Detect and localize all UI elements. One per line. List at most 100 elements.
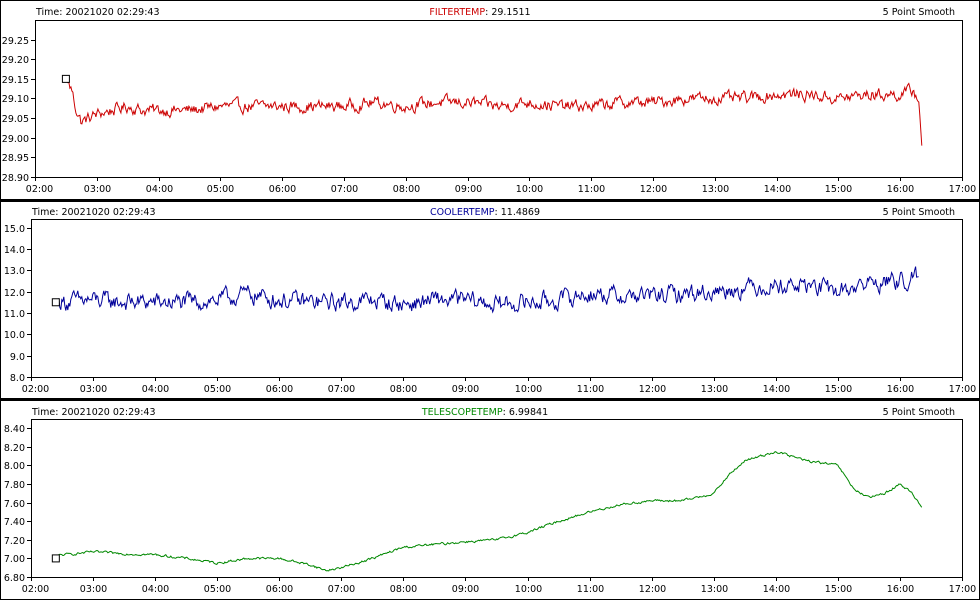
chart-panel-1: Time: 20021020 02:29:43 FILTERTEMP: 29.15…: [2, 7, 976, 195]
series-title: COOLERTEMP: 11.4869: [430, 207, 540, 218]
x-tick-label: 07:00: [328, 584, 355, 595]
panel-separator: [0, 398, 980, 401]
x-tick-label: 07:00: [328, 384, 355, 395]
x-tick-label: 02:00: [22, 384, 49, 395]
time-label: Time: 20021020 02:29:43: [31, 407, 156, 418]
y-tick-label: 7.40: [4, 517, 25, 528]
x-tick-label: 08:00: [390, 384, 417, 395]
x-tick-label: 06:00: [269, 184, 296, 195]
x-tick-label: 16:00: [887, 584, 914, 595]
x-tick-label: 03:00: [80, 384, 107, 395]
series-title: FILTERTEMP: 29.1511: [429, 7, 530, 18]
y-tick-label: 28.95: [2, 153, 29, 164]
time-label: Time: 20021020 02:29:43: [31, 207, 156, 218]
x-tick-label: 08:00: [390, 584, 417, 595]
series-name: COOLERTEMP: [430, 207, 495, 218]
x-tick-label: 11:00: [577, 584, 604, 595]
x-tick-label: 13:00: [702, 184, 729, 195]
x-tick-label: 12:00: [639, 384, 666, 395]
y-tick-label: 12.0: [4, 288, 25, 299]
smooth-label: 5 Point Smooth: [883, 407, 955, 418]
y-tick-label: 29.20: [2, 55, 29, 66]
y-tick-label: 29.10: [2, 94, 29, 105]
x-tick-label: 09:00: [452, 384, 479, 395]
x-tick-label: 10:00: [515, 584, 542, 595]
chart-panel-2: Time: 20021020 02:29:43 COOLERTEMP: 11.48…: [4, 207, 976, 395]
x-tick-label: 10:00: [515, 384, 542, 395]
x-tick-label: 15:00: [825, 584, 852, 595]
y-tick-label: 7.60: [4, 499, 25, 510]
x-tick-label: 09:00: [455, 184, 482, 195]
series-separator: :: [485, 7, 491, 18]
x-tick-label: 09:00: [452, 584, 479, 595]
y-tick-label: 8.00: [4, 461, 25, 472]
x-tick-label: 14:00: [763, 584, 790, 595]
y-tick-label: 29.25: [2, 36, 29, 47]
x-tick-label: 12:00: [640, 184, 667, 195]
series-name: TELESCOPETEMP: [421, 407, 503, 418]
smooth-label: 5 Point Smooth: [883, 207, 955, 218]
y-tick-label: 14.0: [4, 245, 25, 256]
smooth-label: 5 Point Smooth: [883, 7, 955, 18]
x-tick-label: 14:00: [764, 184, 791, 195]
x-tick-label: 03:00: [84, 184, 111, 195]
x-tick-label: 17:00: [949, 384, 976, 395]
x-tick-label: 04:00: [142, 584, 169, 595]
y-tick-label: 28.90: [2, 173, 29, 184]
series-line-filtertemp: [65, 78, 923, 146]
x-tick-label: 05:00: [204, 584, 231, 595]
x-tick-label: 12:00: [639, 584, 666, 595]
chart-panel-3: Time: 20021020 02:29:43 TELESCOPETEMP: 6.…: [4, 407, 976, 595]
y-tick-label: 11.0: [4, 309, 25, 320]
x-tick-label: 16:00: [887, 184, 914, 195]
y-tick-label: 15.0: [4, 224, 25, 235]
x-tick-label: 17:00: [949, 584, 976, 595]
x-tick-label: 04:00: [146, 184, 173, 195]
y-tick-label: 7.20: [4, 536, 25, 547]
x-tick-label: 11:00: [577, 384, 604, 395]
cursor-marker[interactable]: [61, 74, 70, 83]
plot-frame: [35, 20, 963, 178]
y-tick-label: 8.20: [4, 443, 25, 454]
series-value: 29.1511: [491, 7, 530, 18]
cursor-marker[interactable]: [51, 298, 60, 307]
panel-separator: [0, 199, 980, 202]
x-tick-label: 02:00: [22, 584, 49, 595]
time-label: Time: 20021020 02:29:43: [35, 7, 160, 18]
series-title: TELESCOPETEMP: 6.99841: [421, 407, 548, 418]
cursor-marker[interactable]: [51, 554, 60, 563]
y-tick-label: 10.0: [4, 330, 25, 341]
series-line-telescopetemp: [55, 451, 923, 572]
y-tick-label: 8.40: [4, 424, 25, 435]
x-tick-label: 13:00: [701, 384, 728, 395]
y-tick-label: 6.80: [4, 573, 25, 584]
x-tick-label: 14:00: [763, 384, 790, 395]
x-tick-label: 04:00: [142, 384, 169, 395]
plot-frame: [31, 419, 963, 578]
x-tick-label: 06:00: [266, 384, 293, 395]
series-separator: :: [503, 407, 509, 418]
x-tick-label: 10:00: [516, 184, 543, 195]
y-tick-label: 29.05: [2, 114, 29, 125]
x-tick-label: 11:00: [578, 184, 605, 195]
y-tick-label: 7.80: [4, 480, 25, 491]
series-value: 11.4869: [501, 207, 540, 218]
x-tick-label: 17:00: [949, 184, 976, 195]
series-value: 6.99841: [509, 407, 548, 418]
series-line-coolertemp: [55, 266, 919, 314]
x-tick-label: 15:00: [825, 184, 852, 195]
series-name: FILTERTEMP: [429, 7, 485, 18]
x-tick-label: 05:00: [204, 384, 231, 395]
x-tick-label: 15:00: [825, 384, 852, 395]
x-tick-label: 16:00: [887, 384, 914, 395]
y-tick-label: 7.00: [4, 554, 25, 565]
x-tick-label: 03:00: [80, 584, 107, 595]
y-tick-label: 8.0: [10, 373, 25, 384]
x-tick-label: 08:00: [393, 184, 420, 195]
y-tick-label: 29.00: [2, 134, 29, 145]
x-tick-label: 13:00: [701, 584, 728, 595]
x-tick-label: 05:00: [207, 184, 234, 195]
y-tick-label: 29.15: [2, 75, 29, 86]
x-tick-label: 07:00: [331, 184, 358, 195]
